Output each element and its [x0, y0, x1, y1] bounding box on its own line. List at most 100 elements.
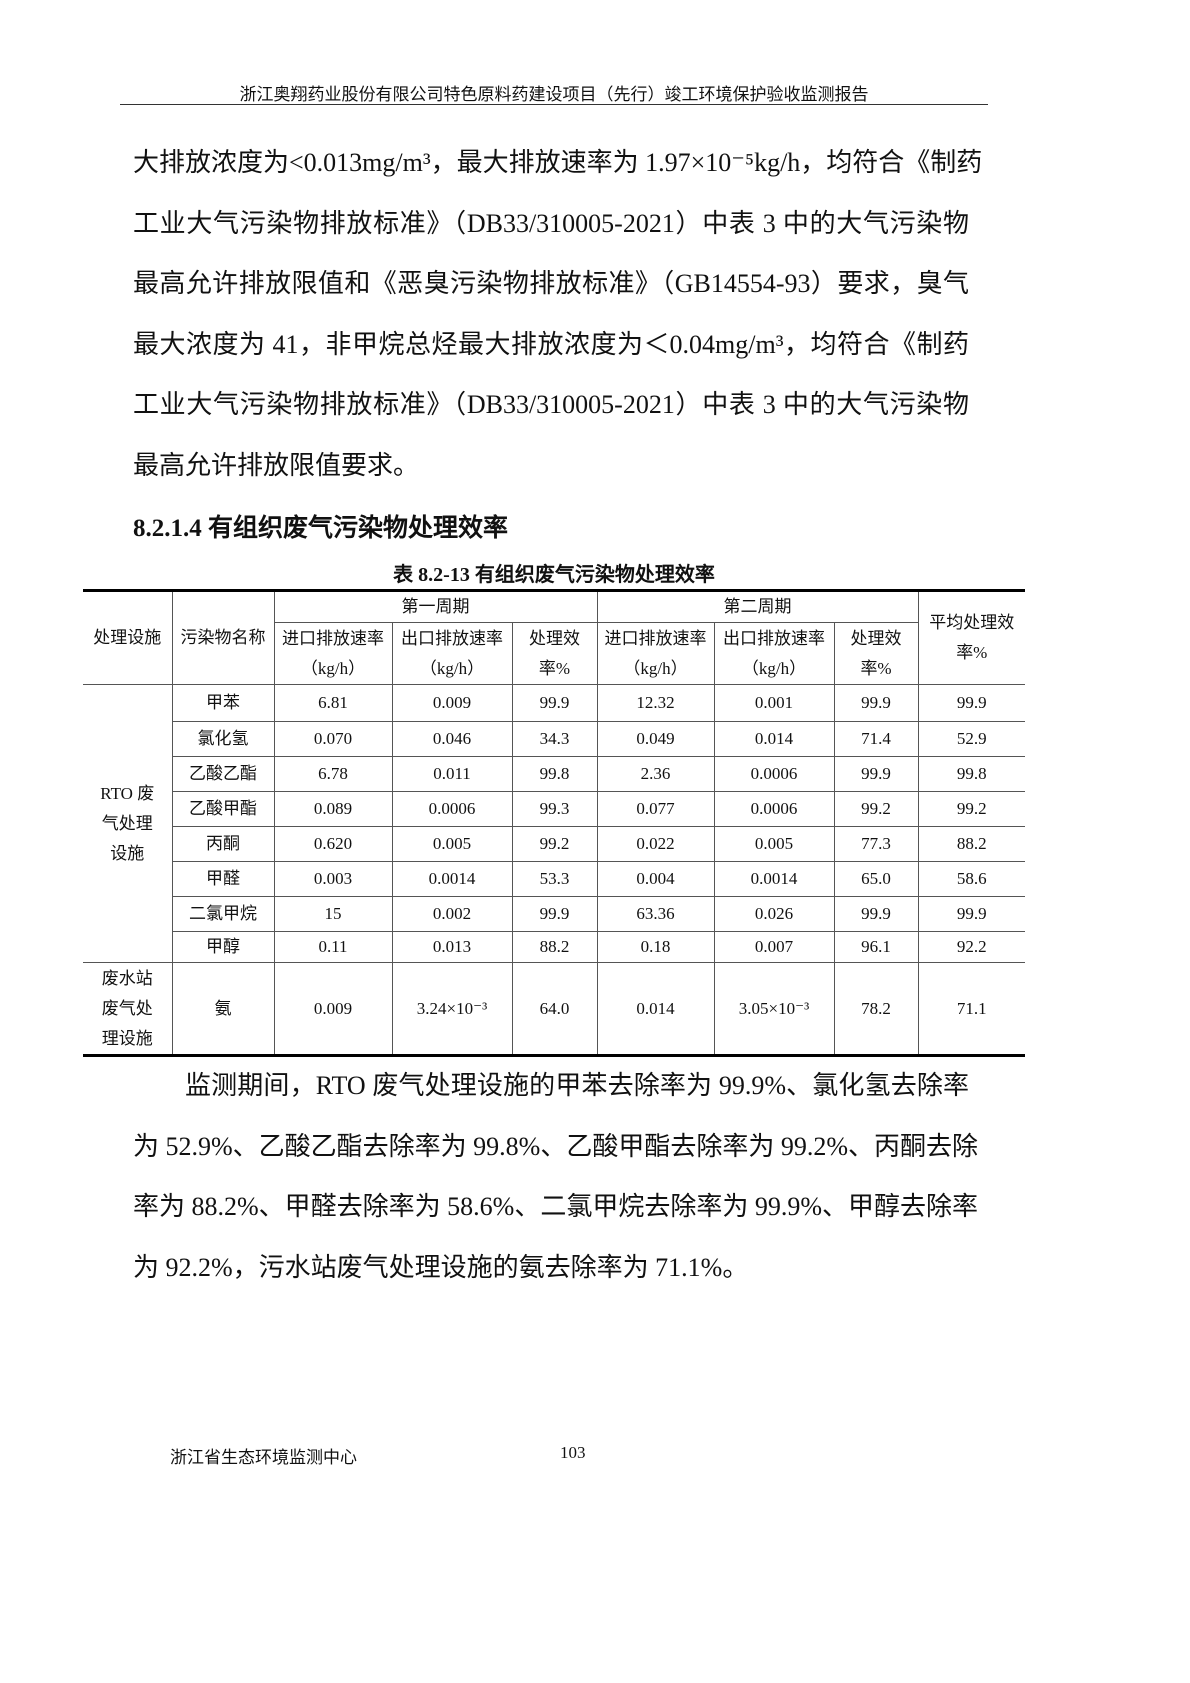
- pollutant-cell: 乙酸乙酯: [172, 756, 275, 792]
- value-cell: 0.089: [273, 791, 393, 827]
- value-cell: 6.81: [273, 684, 393, 722]
- value-cell: 6.78: [273, 756, 393, 792]
- text-line: 工业大气污染物排放标准》（DB33/310005-2021）中表 3 中的大气污…: [133, 208, 969, 238]
- table-row: 乙酸乙酯 6.78 0.011 99.8 2.36 0.0006 99.9 99.8: [83, 756, 1026, 792]
- table-row: 乙酸甲酯 0.089 0.0006 99.3 0.077 0.0006 99.2 99.2: [83, 791, 1026, 827]
- text-line: 率为 88.2%、甲醛去除率为 58.6%、二氯甲烷去除率为 99.9%、甲醇去…: [133, 1192, 978, 1221]
- page-number: 103: [560, 1443, 586, 1462]
- value-cell: 99.2: [833, 791, 919, 827]
- pollutant-cell: 乙酸甲酯: [172, 791, 275, 827]
- value-cell: 78.2: [833, 962, 919, 1056]
- value-cell: 58.6: [917, 861, 1026, 897]
- text-line: 大排放浓度为<0.013mg/m³，最大排放速率为 1.97×10⁻⁵kg/h，…: [133, 148, 983, 177]
- value-cell: 99.2: [511, 826, 598, 862]
- pollutant-cell: 甲醇: [172, 931, 275, 963]
- pollutant-cell: 氨: [171, 962, 275, 1056]
- value-cell: 0.013: [391, 931, 513, 963]
- facility-cell: RTO 废气处理设施: [83, 684, 173, 963]
- value-cell: 0.007: [713, 931, 835, 963]
- value-cell: 52.9: [917, 721, 1026, 757]
- value-cell: 99.9: [511, 896, 598, 932]
- value-cell: 99.9: [917, 684, 1026, 722]
- header-facility: 处理设施: [83, 590, 173, 685]
- value-cell: 0.009: [273, 962, 393, 1056]
- header-period-2: 第二周期: [596, 590, 919, 623]
- value-cell: 99.9: [833, 896, 919, 932]
- pollutant-cell: 二氯甲烷: [172, 896, 275, 932]
- value-cell: 0.049: [596, 721, 715, 757]
- value-cell: 0.070: [273, 721, 393, 757]
- table-row: 废水站废气处理设施氨 0.009 3.24×10⁻³ 64.0 0.014 3.05×10…: [83, 962, 1026, 1056]
- value-cell: 12.32: [596, 684, 715, 722]
- value-cell: 0.003: [273, 861, 393, 897]
- value-cell: 92.2: [917, 931, 1026, 963]
- value-cell: 99.9: [917, 896, 1026, 932]
- header-pollutant: 污染物名称: [171, 590, 275, 685]
- value-cell: 88.2: [511, 931, 598, 963]
- value-cell: 0.11: [273, 931, 393, 963]
- pollutant-cell: 氯化氢: [172, 721, 275, 757]
- efficiency-table: 处理设施 污染物名称 第一周期 第二周期 平均处理效率% 进口排放速率（kg/h…: [83, 589, 1026, 1057]
- value-cell: 0.0006: [391, 791, 513, 827]
- value-cell: 0.077: [596, 791, 715, 827]
- value-cell: 0.014: [596, 962, 715, 1056]
- text-line: 为 52.9%、乙酸乙酯去除率为 99.8%、乙酸甲酯去除率为 99.2%、丙酮…: [133, 1131, 978, 1161]
- value-cell: 71.4: [833, 721, 919, 757]
- table-caption: 表 8.2-13 有组织废气污染物处理效率: [393, 564, 715, 586]
- section-heading: 8.2.1.4 有组织废气污染物处理效率: [133, 515, 509, 542]
- value-cell: 0.009: [391, 684, 513, 722]
- value-cell: 0.001: [713, 684, 835, 722]
- header-outlet-1: 出口排放速率（kg/h）: [391, 622, 513, 685]
- value-cell: 53.3: [511, 861, 598, 897]
- value-cell: 64.0: [511, 962, 598, 1056]
- value-cell: 3.05×10⁻³: [713, 962, 835, 1056]
- table-row: RTO 废气处理设施 甲苯 6.81 0.009 99.9 12.32 0.001 99.9 9…: [83, 684, 1026, 963]
- value-cell: 15: [273, 896, 393, 932]
- table-row: 二氯甲烷 15 0.002 99.9 63.36 0.026 99.9 99.9: [83, 896, 1026, 932]
- value-cell: 96.1: [833, 931, 919, 963]
- value-cell: 3.24×10⁻³: [391, 962, 513, 1056]
- value-cell: 0.026: [713, 896, 835, 932]
- value-cell: 63.36: [596, 896, 715, 932]
- value-cell: 2.36: [596, 756, 715, 792]
- value-cell: 99.9: [833, 756, 919, 792]
- value-cell: 99.9: [833, 684, 919, 722]
- facility-cell: 废水站废气处理设施: [83, 962, 173, 1056]
- value-cell: 0.0014: [713, 861, 835, 897]
- header-eff-2: 处理效率%: [833, 622, 919, 685]
- header-divider: [120, 104, 988, 105]
- header-outlet-2: 出口排放速率（kg/h）: [713, 622, 835, 685]
- header-period-1: 第一周期: [273, 590, 598, 623]
- value-cell: 0.0014: [391, 861, 513, 897]
- value-cell: 99.9: [511, 684, 598, 722]
- text-line: 最大浓度为 41，非甲烷总烃最大排放浓度为＜0.04mg/m³，均符合《制药: [133, 329, 969, 359]
- paragraph-1: 大排放浓度为<0.013mg/m³，最大排放速率为 1.97×10⁻⁵kg/h，…: [133, 143, 983, 506]
- table-row: 氯化氢 0.070 0.046 34.3 0.049 0.014 71.4 52.9: [83, 721, 1026, 757]
- table-row: 甲醇 0.11 0.013 88.2 0.18 0.007 96.1 92.2: [83, 931, 1026, 963]
- running-header: 浙江奥翔药业股份有限公司特色原料药建设项目（先行）竣工环境保护验收监测报告: [239, 85, 869, 104]
- value-cell: 0.005: [713, 826, 835, 862]
- value-cell: 99.8: [917, 756, 1026, 792]
- value-cell: 34.3: [511, 721, 598, 757]
- footer-org: 浙江省生态环境监测中心: [170, 1448, 357, 1467]
- value-cell: 0.004: [596, 861, 715, 897]
- value-cell: 0.014: [713, 721, 835, 757]
- header-average: 平均处理效率%: [917, 590, 1026, 685]
- text-line: 监测期间，RTO 废气处理设施的甲苯去除率为 99.9%、氯化氢去除率: [185, 1071, 969, 1100]
- value-cell: 71.1: [917, 962, 1026, 1056]
- paragraph-2: 监测期间，RTO 废气处理设施的甲苯去除率为 99.9%、氯化氢去除率为 52.…: [133, 1066, 978, 1308]
- value-cell: 0.18: [596, 931, 715, 963]
- header-inlet-1: 进口排放速率（kg/h）: [274, 622, 393, 685]
- text-line: 最高允许排放限值和《恶臭污染物排放标准》（GB14554-93）要求，臭气: [133, 269, 969, 298]
- value-cell: 0.022: [596, 826, 715, 862]
- value-cell: 88.2: [917, 826, 1026, 862]
- text-line: 最高允许排放限值要求。: [133, 450, 420, 480]
- value-cell: 99.2: [917, 791, 1026, 827]
- table-row: 丙酮 0.620 0.005 99.2 0.022 0.005 77.3 88.2: [83, 826, 1026, 862]
- header-inlet-2: 进口排放速率（kg/h）: [596, 622, 715, 685]
- value-cell: 0.046: [391, 721, 513, 757]
- value-cell: 65.0: [833, 861, 919, 897]
- value-cell: 0.002: [391, 896, 513, 932]
- value-cell: 99.3: [511, 791, 598, 827]
